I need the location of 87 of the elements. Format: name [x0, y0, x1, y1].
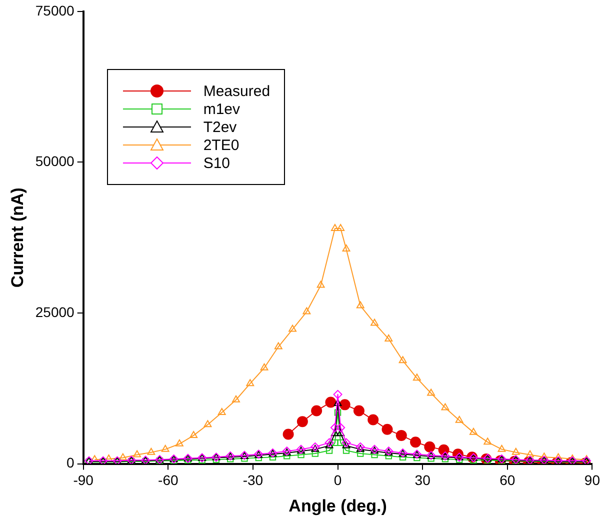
x-tick-label: 60 — [500, 472, 516, 488]
point — [274, 342, 282, 350]
point — [296, 416, 308, 428]
legend-label: Measured — [203, 82, 270, 100]
point — [312, 450, 318, 457]
point — [382, 424, 393, 435]
point — [302, 307, 311, 314]
point — [455, 416, 464, 423]
point — [190, 430, 198, 438]
point — [175, 439, 184, 446]
point — [368, 414, 379, 426]
point — [470, 428, 478, 435]
point — [311, 405, 322, 416]
point — [357, 450, 364, 457]
legend-label: S10 — [203, 154, 230, 172]
point — [133, 450, 142, 458]
point — [427, 388, 436, 396]
point — [218, 408, 226, 416]
point — [161, 444, 170, 452]
x-tick-label: -90 — [73, 472, 94, 488]
point — [356, 444, 364, 452]
point — [554, 453, 562, 460]
point — [332, 439, 338, 446]
point — [441, 403, 450, 410]
point — [371, 451, 378, 458]
x-tick-label: 90 — [584, 472, 600, 488]
point — [540, 452, 548, 460]
point — [339, 399, 350, 410]
point — [316, 280, 325, 288]
legend-label: 2TE0 — [203, 136, 240, 154]
point — [337, 439, 344, 446]
point — [311, 444, 320, 452]
x-tick-label: 30 — [414, 472, 431, 488]
point — [412, 374, 421, 381]
point — [288, 324, 297, 332]
point — [342, 244, 350, 252]
point — [356, 301, 364, 308]
point — [410, 436, 422, 448]
point — [246, 379, 254, 386]
x-tick-label: 0 — [334, 472, 342, 488]
point — [484, 438, 492, 445]
point — [260, 363, 268, 370]
point — [353, 405, 364, 416]
point — [384, 334, 393, 342]
x-tick-label: -30 — [242, 472, 264, 488]
point — [325, 396, 336, 408]
point — [336, 429, 345, 436]
point — [526, 450, 534, 458]
point — [232, 395, 240, 402]
y-tick-label: 75000 — [35, 2, 75, 18]
point — [330, 429, 339, 436]
y-axis-title: Current (nA) — [8, 188, 27, 288]
point — [396, 430, 407, 441]
point — [298, 451, 304, 458]
point — [342, 441, 350, 448]
x-tick-label: -60 — [158, 472, 178, 488]
point — [282, 428, 294, 440]
point — [424, 441, 436, 452]
point — [456, 456, 463, 463]
point — [324, 438, 334, 448]
x-axis-title: Angle (deg.) — [288, 496, 387, 516]
point — [336, 224, 345, 232]
point — [212, 456, 220, 463]
point — [333, 390, 342, 399]
point — [336, 423, 346, 432]
legend-label: T2ev — [203, 118, 237, 136]
point — [342, 447, 350, 454]
point — [398, 356, 407, 364]
point — [326, 447, 333, 454]
point — [498, 444, 506, 452]
point — [118, 453, 127, 460]
point — [170, 457, 178, 464]
point — [330, 224, 339, 232]
point — [334, 398, 342, 406]
point — [325, 441, 334, 448]
point — [370, 318, 378, 326]
point — [204, 420, 212, 428]
point — [414, 454, 420, 462]
point — [512, 448, 520, 455]
point — [147, 448, 156, 455]
y-tick-label: 0 — [66, 454, 75, 471]
point — [334, 409, 342, 416]
legend-label: m1ev — [203, 100, 240, 118]
y-tick-label: 25000 — [35, 304, 75, 320]
y-tick-label: 50000 — [35, 153, 75, 170]
point — [342, 438, 351, 448]
point — [330, 423, 340, 432]
